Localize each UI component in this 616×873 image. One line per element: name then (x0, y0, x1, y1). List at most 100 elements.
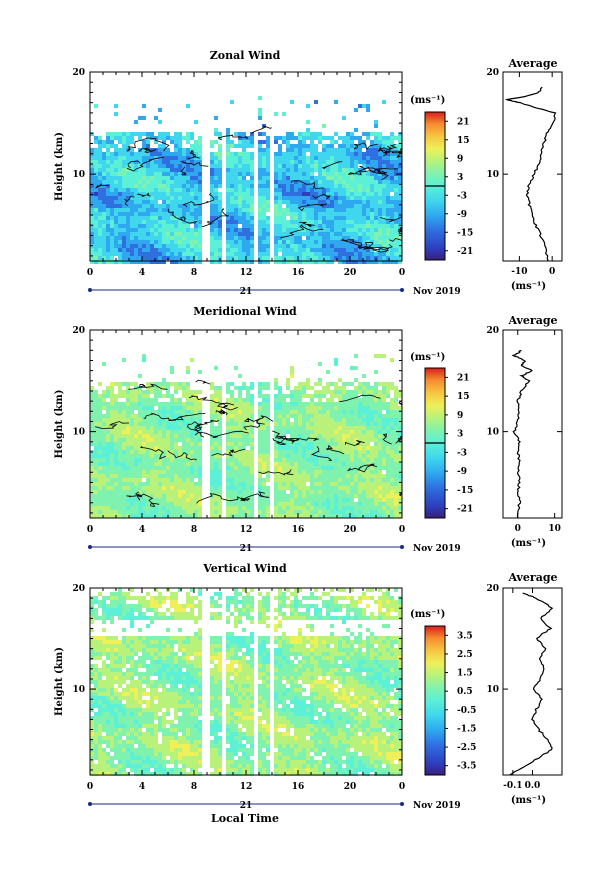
heatmap-cell (366, 430, 370, 434)
heatmap-cell (190, 490, 194, 494)
heatmap-cell (290, 506, 294, 510)
heatmap-cell (342, 136, 346, 140)
heatmap-cell (354, 244, 358, 248)
heatmap-cell (334, 494, 338, 498)
heatmap-cell (366, 240, 370, 244)
heatmap-cell (310, 410, 314, 414)
heatmap-cell (178, 248, 182, 252)
heatmap-cell (398, 474, 402, 478)
heatmap-cell (102, 498, 106, 502)
heatmap-cell (358, 136, 362, 140)
heatmap-cell (370, 196, 374, 200)
heatmap-cell (318, 188, 322, 192)
heatmap-cell (170, 244, 174, 248)
heatmap-cell (358, 168, 362, 172)
heatmap-cell (314, 144, 318, 148)
heatmap-cell (162, 378, 166, 382)
heatmap-cell (122, 486, 126, 490)
heatmap-cell (162, 442, 166, 446)
heatmap-cell (286, 144, 290, 148)
heatmap-cell (258, 204, 262, 208)
heatmap-cell (154, 434, 158, 438)
heatmap-cell (258, 212, 262, 216)
heatmap-cell (274, 248, 278, 252)
heatmap-cell (250, 200, 254, 204)
heatmap-cell (250, 510, 254, 514)
heatmap-cell (102, 486, 106, 490)
heatmap-cell (282, 394, 286, 398)
heatmap-cell (186, 248, 190, 252)
heatmap-cell (258, 470, 262, 474)
heatmap-cell (250, 506, 254, 510)
heatmap-cell (182, 394, 186, 398)
heatmap-cell (358, 498, 362, 502)
heatmap-cell (258, 514, 262, 518)
heatmap-cell (394, 498, 398, 502)
heatmap-cell (390, 172, 394, 176)
heatmap-cell (394, 232, 398, 236)
heatmap-cell (342, 414, 346, 418)
heatmap-cell (118, 232, 122, 236)
heatmap-cell (386, 390, 390, 394)
heatmap-cell (142, 208, 146, 212)
heatmap-cell (374, 454, 378, 458)
heatmap-cell (130, 462, 134, 466)
heatmap-cell (310, 132, 314, 136)
heatmap-cell (234, 164, 238, 168)
heatmap-cell (322, 168, 326, 172)
heatmap-cell (158, 438, 162, 442)
heatmap-cell (114, 248, 118, 252)
heatmap-cell (338, 490, 342, 494)
heatmap-cell (142, 454, 146, 458)
heatmap-cell (194, 406, 198, 410)
heatmap-cell (194, 422, 198, 426)
heatmap-cell (362, 478, 366, 482)
heatmap-cell (334, 168, 338, 172)
heatmap-cell (274, 418, 278, 422)
heatmap-cell (150, 414, 154, 418)
heatmap-cell (178, 204, 182, 208)
x-tick-label: 12 (240, 525, 253, 535)
heatmap-cell (118, 466, 122, 470)
heatmap-cell (226, 228, 230, 232)
heatmap-cell (350, 216, 354, 220)
heatmap-cell (146, 204, 150, 208)
heatmap-cell (266, 426, 270, 430)
heatmap-cell (330, 248, 334, 252)
heatmap-cell (210, 418, 214, 422)
heatmap-cell (370, 454, 374, 458)
heatmap-cell (130, 442, 134, 446)
heatmap-cell (330, 172, 334, 176)
heatmap-cell (98, 398, 102, 402)
heatmap-cell (338, 220, 342, 224)
heatmap-cell (398, 184, 402, 188)
heatmap-cell (134, 168, 138, 172)
heatmap-cell (394, 458, 398, 462)
heatmap-cell (294, 236, 298, 240)
x-tick-label: 8 (191, 525, 197, 535)
heatmap-cell (186, 386, 190, 390)
heatmap-cell (126, 422, 130, 426)
heatmap-cell (386, 208, 390, 212)
heatmap-cell (146, 418, 150, 422)
heatmap-cell (326, 260, 330, 264)
heatmap-cell (378, 478, 382, 482)
heatmap-cell (310, 398, 314, 402)
heatmap-cell (334, 418, 338, 422)
heatmap-cell (98, 228, 102, 232)
heatmap-cell (326, 506, 330, 510)
heatmap-cell (294, 434, 298, 438)
heatmap-cell (126, 236, 130, 240)
heatmap-cell (234, 212, 238, 216)
heatmap-cell (190, 474, 194, 478)
heatmap-cell (194, 498, 198, 502)
heatmap-cell (310, 188, 314, 192)
heatmap-cell (358, 450, 362, 454)
heatmap-cell (266, 152, 270, 156)
heatmap-cell (226, 252, 230, 256)
heatmap-cell (398, 486, 402, 490)
heatmap-cell (178, 188, 182, 192)
heatmap-cell (226, 458, 230, 462)
heatmap-cell (134, 164, 138, 168)
heatmap-cell (306, 434, 310, 438)
